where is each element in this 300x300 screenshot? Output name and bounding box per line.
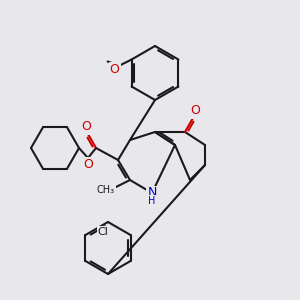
Text: CH₃: CH₃	[97, 185, 115, 195]
Text: N: N	[147, 187, 157, 200]
Text: O: O	[110, 63, 120, 76]
Text: O: O	[81, 121, 91, 134]
Text: O: O	[190, 104, 200, 118]
Text: O: O	[83, 158, 93, 170]
Text: Cl: Cl	[98, 227, 108, 237]
Text: H: H	[148, 196, 156, 206]
